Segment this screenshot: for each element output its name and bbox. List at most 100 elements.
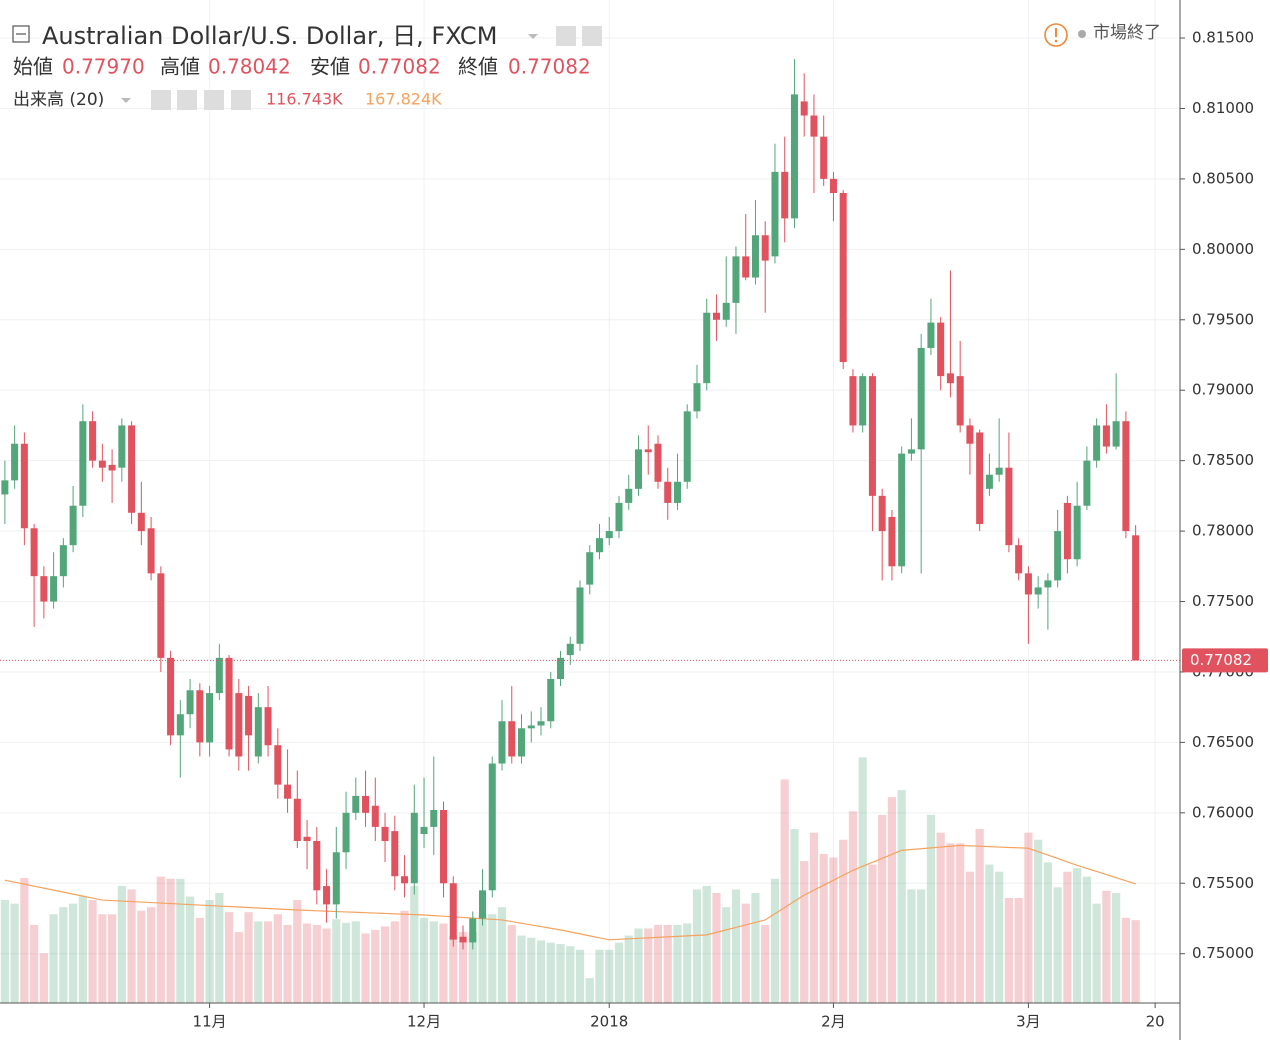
volume-bar xyxy=(644,928,653,1003)
volume-bar xyxy=(975,829,984,1003)
volume-bar xyxy=(1063,871,1072,1003)
volume-bar xyxy=(69,903,78,1003)
candle-body xyxy=(995,467,1003,475)
volume-bar xyxy=(722,907,731,1003)
candle-body xyxy=(264,707,272,746)
open-value: 0.77970 xyxy=(62,55,145,79)
volume-bar xyxy=(273,914,282,1003)
volume-bar xyxy=(868,864,877,1003)
candle-body xyxy=(313,840,321,891)
candle-body xyxy=(849,376,857,426)
y-tick-label: 0.75000 xyxy=(1192,944,1254,962)
volume-bar xyxy=(1014,897,1023,1003)
candle-body xyxy=(459,936,467,943)
eye-icon[interactable] xyxy=(556,26,576,46)
volume-bar xyxy=(263,921,273,1003)
volume-bar xyxy=(371,929,380,1003)
volume-bar xyxy=(995,871,1004,1003)
candle-body xyxy=(868,376,876,496)
candle-body xyxy=(118,425,126,468)
eye-icon[interactable] xyxy=(151,90,171,110)
candle-body xyxy=(1034,587,1042,595)
volume-bar xyxy=(224,912,234,1003)
settings-icon[interactable] xyxy=(177,90,197,110)
volume-bar xyxy=(673,924,682,1003)
candle-body xyxy=(40,576,48,602)
candle-body xyxy=(245,695,253,736)
volume-bar xyxy=(166,878,175,1003)
settings-icon[interactable] xyxy=(582,26,602,46)
collapse-icon[interactable] xyxy=(12,25,30,43)
volume-bar xyxy=(663,924,672,1003)
volume-bar xyxy=(176,878,185,1003)
volume-bar xyxy=(839,839,848,1003)
candle-body xyxy=(59,545,67,577)
volume-bar xyxy=(878,814,887,1003)
volume-bar xyxy=(293,900,302,1003)
status-icon[interactable] xyxy=(1044,23,1068,47)
volume-bar xyxy=(1131,920,1140,1003)
candle-layer xyxy=(1,59,1140,950)
volume-bar xyxy=(234,932,243,1003)
candle-body xyxy=(956,376,964,426)
candle-body xyxy=(137,512,145,532)
candle-body xyxy=(1005,467,1013,546)
candle-body xyxy=(1054,531,1062,581)
candle-body xyxy=(576,587,584,644)
candle-body xyxy=(878,495,886,532)
volume-bar xyxy=(712,892,721,1003)
remove-icon[interactable] xyxy=(231,90,251,110)
menu-arrow[interactable] xyxy=(528,34,538,39)
volume-bar xyxy=(332,919,341,1003)
y-tick-label: 0.76000 xyxy=(1192,803,1254,821)
candle-body xyxy=(888,516,896,567)
volume-bar xyxy=(10,903,19,1003)
menu-arrow[interactable] xyxy=(121,98,131,103)
volume-bar xyxy=(1121,917,1130,1003)
candle-body xyxy=(293,798,301,841)
x-tick-label: 11月 xyxy=(193,1013,227,1031)
market-status: 市場終了 xyxy=(1093,23,1161,43)
candle-body xyxy=(537,721,545,726)
candle-body xyxy=(976,432,984,525)
volume-bar xyxy=(800,861,809,1003)
volume-bar xyxy=(770,878,780,1003)
candle-body xyxy=(673,481,681,503)
volume-bar xyxy=(0,900,9,1003)
candle-body xyxy=(498,721,506,764)
volume-bar xyxy=(39,953,48,1003)
candle-body xyxy=(342,812,350,853)
last-price-tag xyxy=(1182,648,1268,673)
x-tick-label: 3月 xyxy=(1016,1013,1041,1031)
volume-bar xyxy=(361,933,370,1003)
candle-body xyxy=(30,528,38,577)
volume-bar xyxy=(595,949,604,1003)
close-value: 0.77082 xyxy=(508,55,591,79)
volume-bar xyxy=(829,857,838,1003)
grid xyxy=(0,0,1180,1003)
candle-body xyxy=(215,657,223,694)
volume-bar xyxy=(507,924,516,1003)
volume-bar xyxy=(556,944,565,1003)
volume-bar xyxy=(926,814,936,1003)
candle-body xyxy=(859,376,867,426)
volume-bar xyxy=(59,907,68,1003)
add-icon[interactable] xyxy=(204,90,224,110)
candle-body xyxy=(1102,425,1110,447)
candle-body xyxy=(440,810,448,884)
y-tick-label: 0.78500 xyxy=(1192,451,1254,469)
volume-bar xyxy=(195,917,204,1003)
x-tick-label: 2月 xyxy=(821,1013,846,1031)
candle-body xyxy=(937,322,945,377)
volume-bar xyxy=(780,779,789,1003)
candle-body xyxy=(323,886,331,905)
candle-body xyxy=(761,235,769,261)
candle-body xyxy=(303,836,311,841)
candle-body xyxy=(1024,573,1032,595)
candle-body xyxy=(225,657,233,750)
candle-body xyxy=(781,171,789,219)
volume-bar xyxy=(527,937,536,1003)
volume-bar xyxy=(848,811,858,1003)
candle-body xyxy=(449,883,457,940)
